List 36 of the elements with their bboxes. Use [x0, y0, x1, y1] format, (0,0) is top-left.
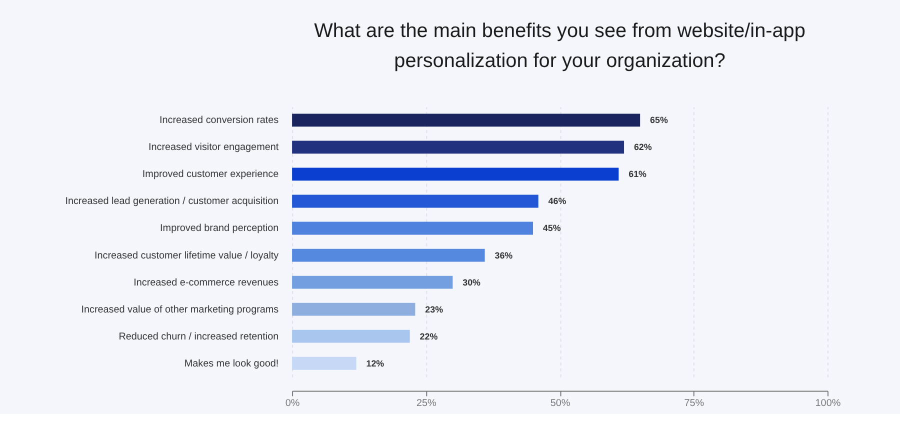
- y-tick-label: Reduced churn / increased retention: [118, 331, 279, 342]
- y-tick-label: Makes me look good!: [184, 358, 279, 370]
- bar: [292, 194, 538, 208]
- y-tick-label: Increased customer lifetime value / loyalty: [94, 250, 279, 262]
- data-label: 65%: [650, 115, 668, 126]
- data-label: 12%: [366, 358, 384, 368]
- bar: [292, 302, 416, 316]
- data-label: 23%: [425, 304, 444, 314]
- data-label: 36%: [494, 250, 513, 260]
- bar: [292, 330, 410, 343]
- y-tick-label: Increased visitor engagement: [148, 142, 279, 154]
- data-label: 30%: [462, 277, 481, 288]
- x-tick-label: 75%: [684, 398, 704, 410]
- y-tick-label: Improved customer experience: [142, 169, 280, 180]
- bar: [292, 276, 453, 289]
- bar: [292, 168, 619, 181]
- y-tick-label: Increased conversion rates: [160, 115, 279, 126]
- bar: [292, 356, 356, 370]
- data-label: 46%: [548, 196, 566, 206]
- x-tick-label: 0%: [285, 398, 300, 410]
- y-tick-label: Increased e-commerce revenues: [134, 277, 279, 288]
- bar: [292, 248, 485, 262]
- bar: [292, 222, 533, 235]
- data-label: 45%: [542, 223, 561, 234]
- y-tick-label: Increased lead generation / customer acquisition: [65, 196, 279, 208]
- x-tick-label: 100%: [815, 398, 841, 410]
- data-label: 61%: [628, 169, 647, 180]
- y-tick-label: Increased value of other marketing programs: [81, 304, 279, 316]
- x-tick-label: 50%: [550, 398, 570, 410]
- bar: [292, 114, 640, 127]
- y-tick-label: Improved brand perception: [160, 223, 279, 234]
- x-tick-label: 25%: [416, 398, 437, 410]
- chart-title: What are the main benefits you see from website/in-app personalization for your organization?: [314, 20, 806, 72]
- data-label: 22%: [420, 331, 438, 342]
- bar: [292, 140, 624, 154]
- data-label: 62%: [634, 142, 652, 152]
